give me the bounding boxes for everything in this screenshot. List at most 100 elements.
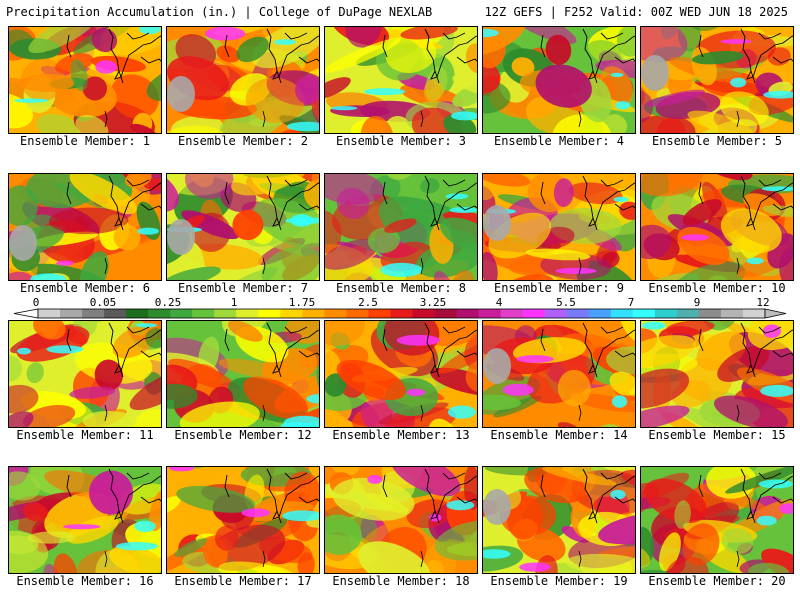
ensemble-member-panel — [8, 466, 162, 574]
state-boundary-lines — [224, 28, 319, 84]
ensemble-member-label: Ensemble Member: 8 — [335, 281, 467, 295]
legend-color-swatch — [214, 309, 237, 318]
legend-max-arrow — [764, 308, 787, 319]
legend-color-swatch — [368, 309, 391, 318]
legend-color-swatch — [500, 309, 524, 318]
legend-color-swatch — [390, 309, 414, 318]
ensemble-member-label: Ensemble Member: 14 — [490, 428, 628, 442]
state-boundary-lines — [540, 175, 635, 231]
legend-color-swatch — [456, 309, 480, 318]
precip-map — [167, 174, 319, 280]
ensemble-member-label: Ensemble Member: 2 — [177, 134, 309, 148]
state-boundary-lines — [540, 322, 635, 378]
legend-color-swatch — [720, 309, 744, 318]
legend-color-swatch — [280, 309, 303, 318]
ensemble-member-panel — [166, 173, 320, 281]
ensemble-member-label: Ensemble Member: 7 — [177, 281, 309, 295]
legend-tick-label: 1.75 — [288, 296, 316, 309]
ensemble-member-panel — [482, 320, 636, 428]
legend-color-swatch — [698, 309, 722, 318]
ensemble-member-panel — [324, 173, 478, 281]
precip-map — [9, 321, 161, 427]
state-boundary-lines — [540, 468, 635, 524]
legend-color-swatch — [632, 309, 656, 318]
precip-map — [325, 174, 477, 280]
state-boundary-lines — [66, 28, 161, 84]
precip-map — [641, 174, 793, 280]
precip-map — [483, 174, 635, 280]
legend-color-swatch — [588, 309, 612, 318]
legend-color-swatch — [324, 309, 347, 318]
legend-color-swatch — [148, 309, 171, 318]
state-boundary-lines — [66, 468, 161, 524]
precip-map — [9, 27, 161, 133]
ensemble-member-panel — [8, 26, 162, 134]
ensemble-member-label: Ensemble Member: 17 — [174, 574, 312, 588]
ensemble-member-panel — [482, 466, 636, 574]
legend-color-swatch — [676, 309, 700, 318]
ensemble-member-label: Ensemble Member: 11 — [16, 428, 154, 442]
ensemble-member-panel — [8, 173, 162, 281]
ensemble-member-panel — [482, 173, 636, 281]
legend-color-swatch — [522, 309, 546, 318]
precip-map — [167, 321, 319, 427]
precip-map — [641, 27, 793, 133]
state-boundary-lines — [66, 322, 161, 378]
ensemble-member-panel — [640, 173, 794, 281]
run-valid-time: 12Z GEFS | F252 Valid: 00Z WED JUN 18 20… — [484, 5, 788, 19]
ensemble-member-panel — [640, 26, 794, 134]
precip-map — [325, 27, 477, 133]
state-boundary-lines — [224, 175, 319, 231]
ensemble-member-label: Ensemble Member: 13 — [332, 428, 470, 442]
state-boundary-lines — [698, 322, 793, 378]
ensemble-member-panel — [166, 466, 320, 574]
precip-map — [325, 321, 477, 427]
precip-map — [9, 467, 161, 573]
legend-tick-label: 5.5 — [556, 296, 576, 309]
legend-min-arrow — [13, 308, 39, 319]
legend-color-swatch — [170, 309, 193, 318]
ensemble-member-label: Ensemble Member: 1 — [19, 134, 151, 148]
precip-map — [325, 467, 477, 573]
ensemble-member-panel — [166, 26, 320, 134]
legend-color-swatch — [38, 309, 61, 318]
legend-tick-label: 1 — [230, 296, 238, 309]
ensemble-member-label: Ensemble Member: 9 — [493, 281, 625, 295]
ensemble-member-label: Ensemble Member: 20 — [648, 574, 786, 588]
legend-color-swatch — [104, 309, 127, 318]
legend-tick-label: 9 — [693, 296, 701, 309]
legend-color-swatch — [544, 309, 568, 318]
color-scale-legend: 0 0.05 0.25 1 1.75 2.5 3.25 4 5.5 7 9 12 — [0, 296, 800, 320]
legend-tick-label: 7 — [627, 296, 635, 309]
ensemble-member-panel — [324, 320, 478, 428]
legend-tick-label: 2.5 — [358, 296, 378, 309]
legend-color-swatch — [412, 309, 436, 318]
legend-tick-label: 4 — [495, 296, 503, 309]
precip-map — [167, 27, 319, 133]
legend-color-swatch — [610, 309, 634, 318]
ensemble-member-label: Ensemble Member: 5 — [651, 134, 783, 148]
ensemble-member-panel — [640, 466, 794, 574]
legend-tick-label: 0.05 — [89, 296, 117, 309]
legend-tick-label: 3.25 — [419, 296, 447, 309]
legend-color-swatch — [654, 309, 678, 318]
state-boundary-lines — [540, 28, 635, 84]
legend-tick-label: 0.25 — [154, 296, 182, 309]
legend-color-swatch — [346, 309, 369, 318]
ensemble-member-label: Ensemble Member: 3 — [335, 134, 467, 148]
state-boundary-lines — [698, 175, 793, 231]
precip-map — [483, 27, 635, 133]
precip-map — [483, 467, 635, 573]
ensemble-member-label: Ensemble Member: 10 — [648, 281, 786, 295]
legend-tick-label: 12 — [756, 296, 770, 309]
precip-map — [641, 321, 793, 427]
precip-map — [483, 321, 635, 427]
state-boundary-lines — [382, 28, 477, 84]
state-boundary-lines — [698, 468, 793, 524]
ensemble-member-label: Ensemble Member: 6 — [19, 281, 151, 295]
ensemble-member-panel — [8, 320, 162, 428]
ensemble-member-label: Ensemble Member: 4 — [493, 134, 625, 148]
precip-map — [167, 467, 319, 573]
ensemble-member-label: Ensemble Member: 16 — [16, 574, 154, 588]
state-boundary-lines — [382, 468, 477, 524]
